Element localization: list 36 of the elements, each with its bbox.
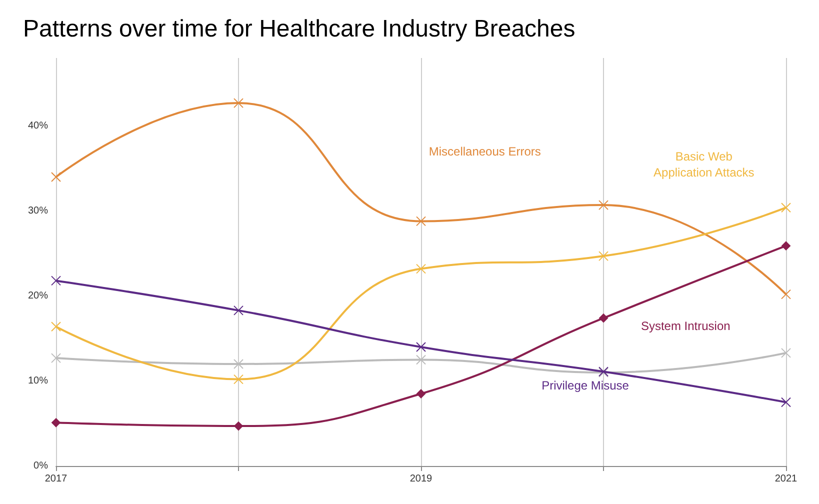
point xyxy=(781,397,791,408)
point xyxy=(234,98,244,108)
point xyxy=(416,354,426,365)
point xyxy=(52,418,60,428)
point xyxy=(234,422,243,431)
x-tick-label: 2021 xyxy=(774,474,798,484)
x-tick-label: 2017 xyxy=(44,474,68,484)
y-tick-label: 20% xyxy=(28,290,48,302)
point xyxy=(598,251,608,262)
point xyxy=(234,374,244,384)
point xyxy=(599,314,608,323)
point xyxy=(416,216,426,226)
point xyxy=(51,276,61,286)
point xyxy=(416,389,426,398)
point xyxy=(782,241,790,250)
y-tick-label: 40% xyxy=(28,120,48,132)
series-label: Privilege Misuse xyxy=(542,378,630,392)
chart-title: Patterns over time for Healthcare Industry Breaches xyxy=(23,16,576,42)
series-label: System Intrusion xyxy=(640,318,730,333)
y-tick-label: 30% xyxy=(28,206,48,216)
x-tick-label: 2019 xyxy=(410,474,433,484)
point xyxy=(51,353,61,364)
y-tick-label: 10% xyxy=(28,376,48,386)
point xyxy=(416,264,426,274)
point xyxy=(598,200,608,210)
point xyxy=(234,359,244,369)
point xyxy=(781,348,791,358)
point xyxy=(51,322,61,332)
point xyxy=(51,172,61,182)
text: Basic Web Application Attacks xyxy=(654,149,754,180)
text: Miscellaneous Errors xyxy=(428,144,541,158)
point xyxy=(781,289,791,300)
point xyxy=(781,202,791,213)
point xyxy=(416,342,426,352)
y-tick-label: 0% xyxy=(34,460,48,472)
point xyxy=(234,305,244,316)
